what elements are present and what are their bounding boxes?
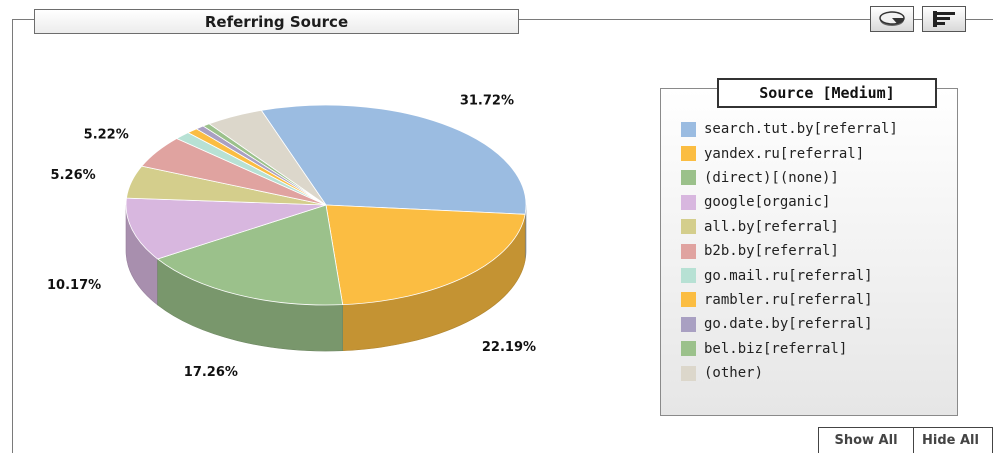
legend-swatch <box>681 170 696 186</box>
legend-item[interactable]: yandex.ru[referral] <box>681 141 898 165</box>
legend-item[interactable]: go.date.by[referral] <box>681 312 898 336</box>
legend-label: search.tut.by[referral] <box>704 121 898 138</box>
legend-label: rambler.ru[referral] <box>704 291 873 308</box>
legend-swatch <box>681 316 696 332</box>
slice-percent-label: 5.26% <box>51 168 96 183</box>
legend-item[interactable]: b2b.by[referral] <box>681 239 898 263</box>
legend-item[interactable]: rambler.ru[referral] <box>681 288 898 312</box>
legend-swatch <box>681 219 696 235</box>
legend-title: Source [Medium] <box>717 78 937 108</box>
show-all-button[interactable]: Show All <box>818 427 914 453</box>
legend-swatch <box>681 146 696 162</box>
pie-slice[interactable] <box>260 104 527 215</box>
legend-item[interactable]: (direct)[(none)] <box>681 166 898 190</box>
legend-item[interactable]: search.tut.by[referral] <box>681 117 898 141</box>
pie-labels: 31.72% 22.19% 17.26% 10.17% 5.26% 5.22% <box>47 94 536 380</box>
legend-swatch <box>681 292 696 308</box>
legend: Source [Medium] search.tut.by[referral] y… <box>660 78 958 416</box>
legend-swatch <box>681 268 696 284</box>
pie-slice[interactable] <box>125 197 327 260</box>
pie-top <box>125 104 527 306</box>
pie-slice[interactable] <box>156 204 344 306</box>
legend-list: search.tut.by[referral] yandex.ru[referra… <box>681 117 898 385</box>
slice-percent-label: 17.26% <box>184 365 238 380</box>
panel-title: Referring Source <box>34 9 519 34</box>
slice-percent-label: 22.19% <box>482 340 536 355</box>
legend-swatch <box>681 121 696 137</box>
legend-swatch <box>681 365 696 381</box>
slice-percent-label: 5.22% <box>84 127 129 142</box>
hide-all-button[interactable]: Hide All <box>914 427 993 453</box>
bar-chart-icon <box>933 11 955 27</box>
footer-buttons: Show All Hide All <box>818 427 993 453</box>
pie-slice[interactable] <box>208 109 327 206</box>
legend-label: go.mail.ru[referral] <box>704 267 873 284</box>
slice-percent-label: 10.17% <box>47 278 101 293</box>
legend-swatch <box>681 194 696 210</box>
legend-label: bel.biz[referral] <box>704 340 848 357</box>
legend-item[interactable]: google[organic] <box>681 190 898 214</box>
pie-view-button[interactable] <box>870 6 914 32</box>
legend-item[interactable]: (other) <box>681 361 898 385</box>
legend-swatch <box>681 243 696 259</box>
slice-percent-label: 31.72% <box>460 94 514 109</box>
legend-label: (other) <box>704 365 764 382</box>
pie-chart-icon <box>879 11 905 26</box>
legend-label: b2b.by[referral] <box>704 243 839 260</box>
pie-side-walls <box>125 204 527 352</box>
legend-label: google[organic] <box>704 194 831 211</box>
panel-border-left <box>12 19 13 453</box>
legend-item[interactable]: go.mail.ru[referral] <box>681 263 898 287</box>
legend-item[interactable]: all.by[referral] <box>681 215 898 239</box>
legend-label: yandex.ru[referral] <box>704 145 865 162</box>
legend-label: (direct)[(none)] <box>704 169 839 186</box>
legend-label: go.date.by[referral] <box>704 316 873 333</box>
bar-view-button[interactable] <box>922 6 966 32</box>
pie-slice[interactable] <box>325 204 526 306</box>
legend-swatch <box>681 341 696 357</box>
legend-item[interactable]: bel.biz[referral] <box>681 337 898 361</box>
legend-label: all.by[referral] <box>704 218 839 235</box>
